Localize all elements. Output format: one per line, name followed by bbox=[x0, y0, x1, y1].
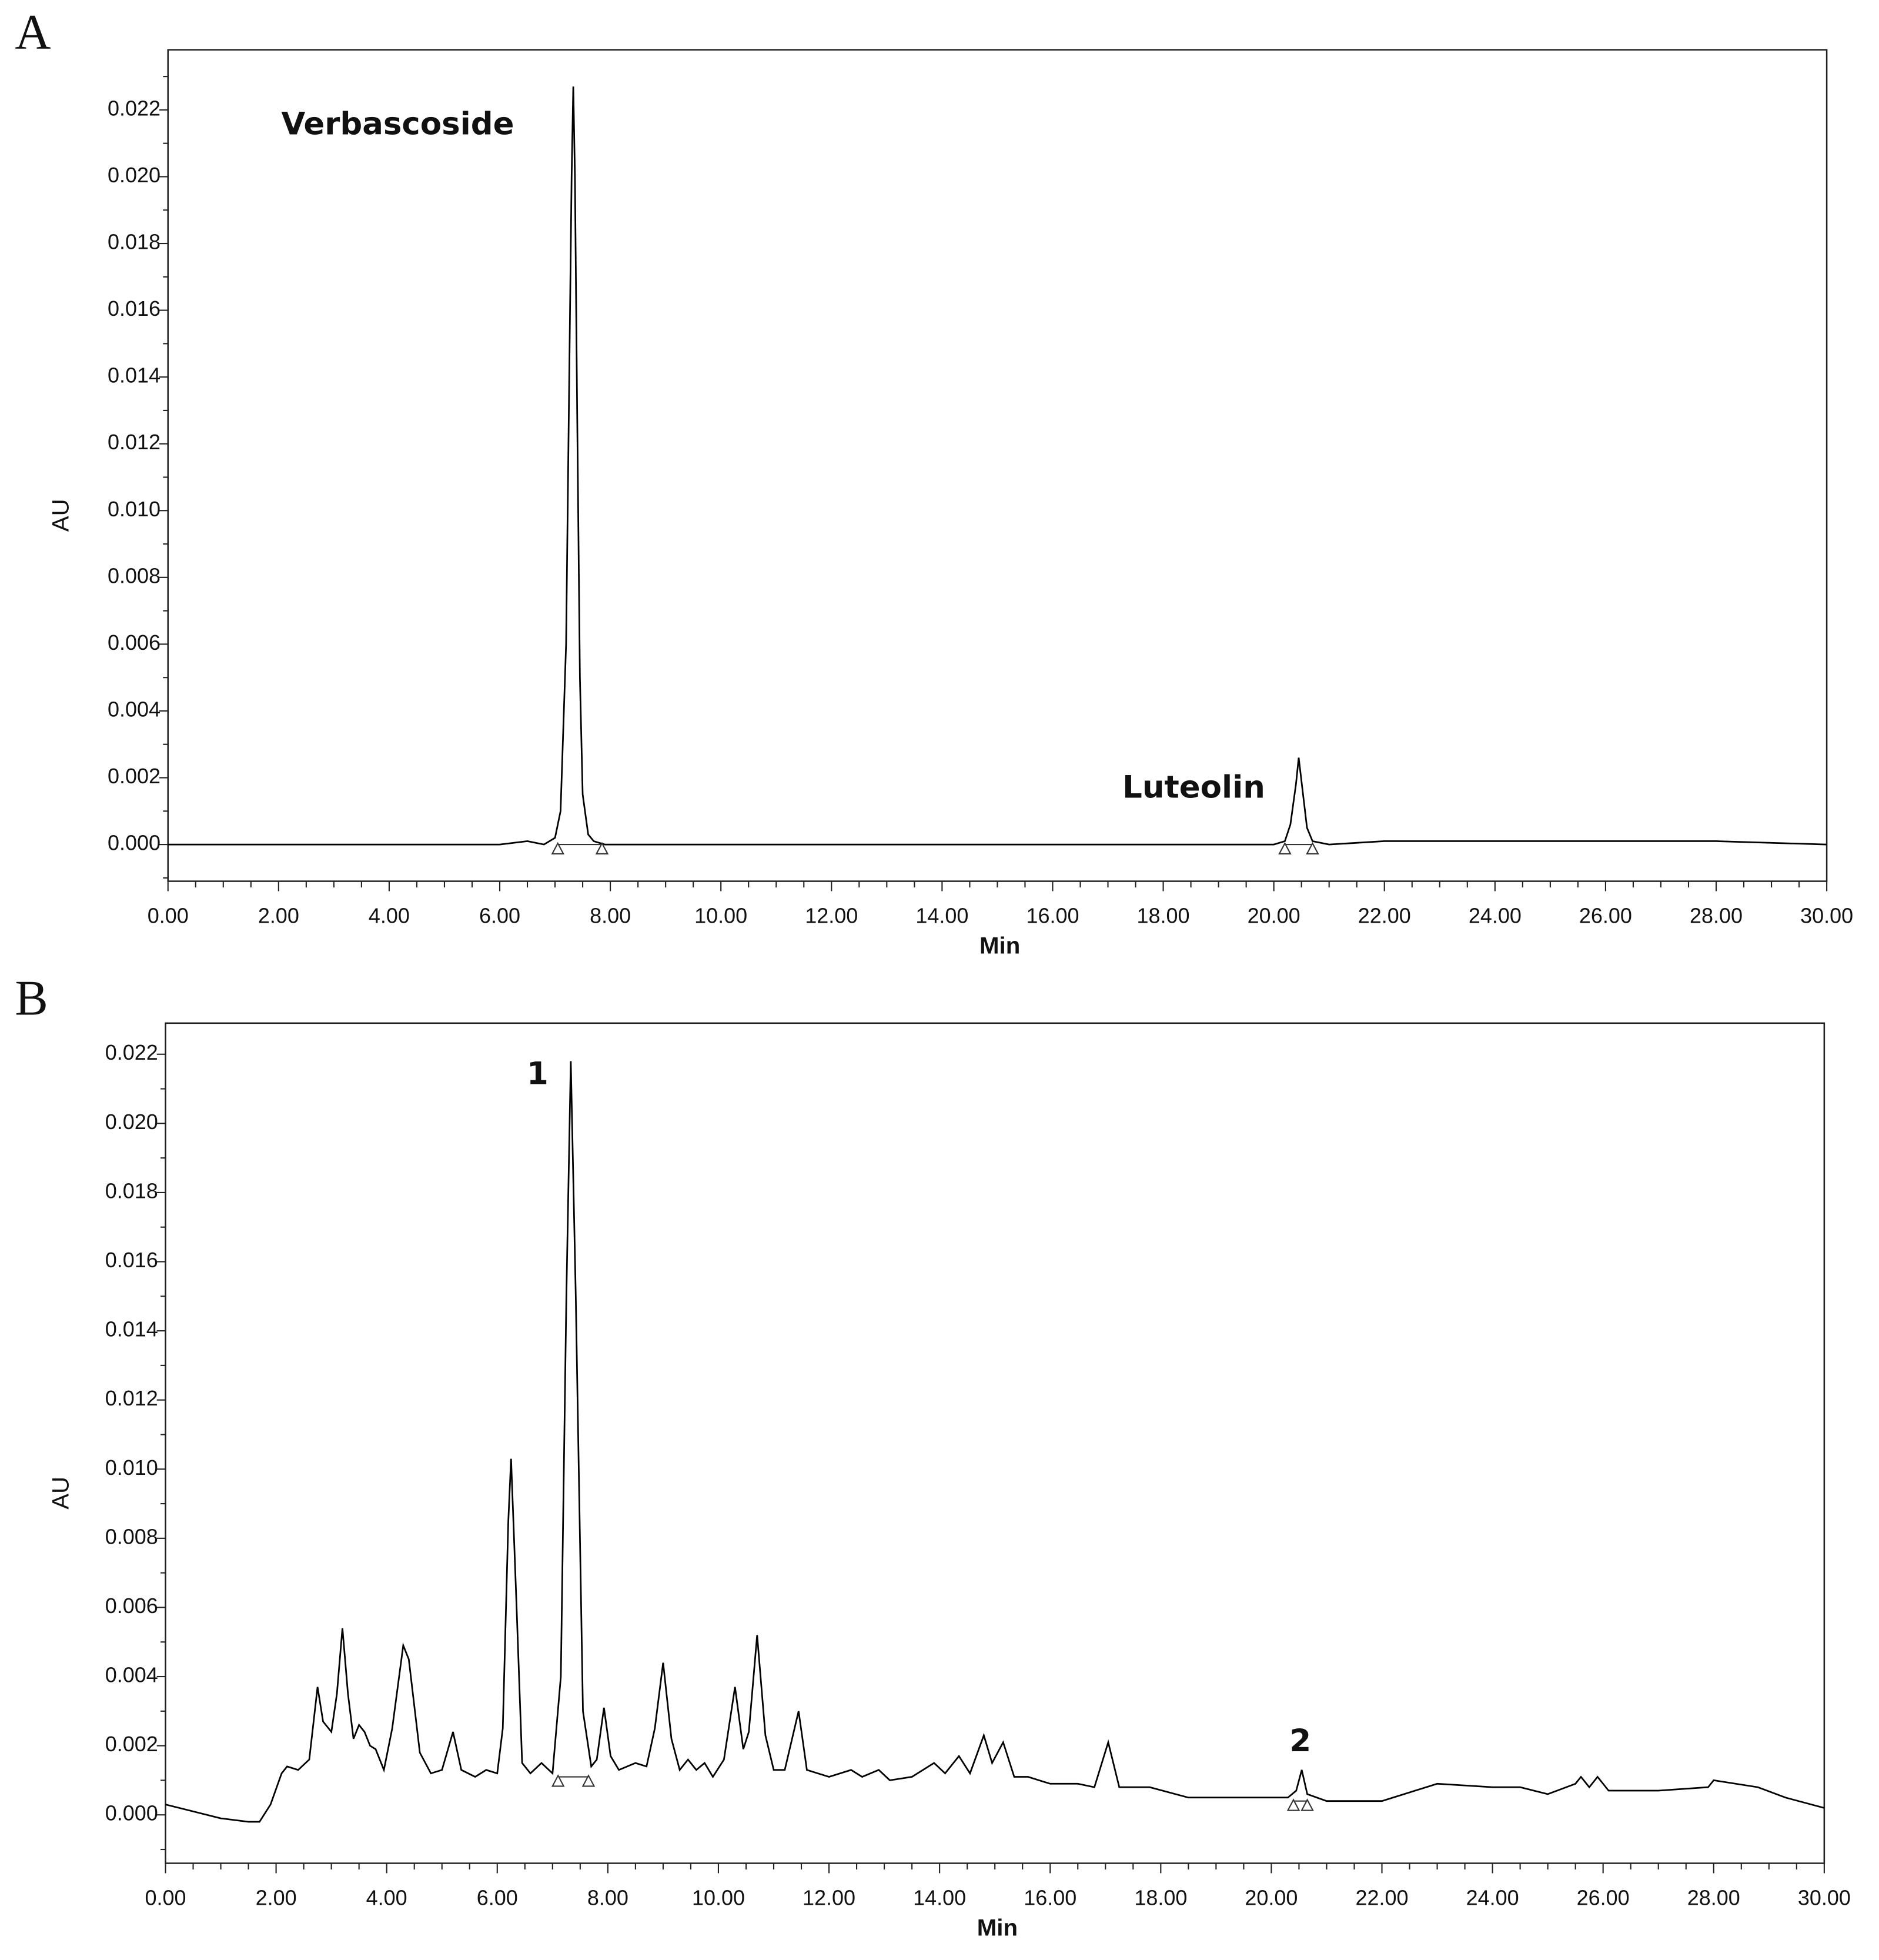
peak-limit-marker bbox=[1278, 842, 1292, 855]
peak-annotation: Luteolin bbox=[1122, 770, 1265, 806]
x-tick-label: 16.00 bbox=[1024, 1885, 1076, 1909]
y-tick-label: 0.006 bbox=[108, 630, 161, 655]
peak-annotation: 1 bbox=[527, 1056, 549, 1091]
x-tick-label: 0.00 bbox=[145, 1885, 186, 1909]
x-tick-label: 22.00 bbox=[1358, 903, 1411, 927]
x-tick-label: 24.00 bbox=[1466, 1885, 1519, 1909]
x-tick-label: 24.00 bbox=[1469, 903, 1522, 927]
peak-limit-marker bbox=[595, 842, 609, 855]
x-tick-label: 28.00 bbox=[1687, 1885, 1740, 1909]
chromatogram-line bbox=[168, 86, 1827, 846]
x-tick-label: 26.00 bbox=[1579, 903, 1632, 927]
x-tick-label: 0.00 bbox=[148, 903, 189, 927]
x-tick-label: 18.00 bbox=[1137, 903, 1190, 927]
y-tick-label: 0.004 bbox=[108, 697, 161, 721]
x-tick-label: 30.00 bbox=[1798, 1885, 1851, 1909]
x-tick-label: 30.00 bbox=[1800, 903, 1853, 927]
x-tick-label: 12.00 bbox=[803, 1885, 855, 1909]
y-tick-label: 0.022 bbox=[108, 96, 161, 120]
y-tick-label: 0.000 bbox=[105, 1801, 158, 1825]
peak-limit-marker bbox=[551, 1774, 565, 1787]
x-tick-label: 4.00 bbox=[369, 903, 410, 927]
peak-limit-marker bbox=[1300, 1798, 1314, 1811]
x-tick-label: 10.00 bbox=[694, 903, 747, 927]
y-tick-label: 0.006 bbox=[105, 1594, 158, 1618]
x-tick-label: 14.00 bbox=[913, 1885, 966, 1909]
y-tick-label: 0.022 bbox=[105, 1040, 158, 1064]
y-tick-label: 0.016 bbox=[105, 1248, 158, 1272]
plot-frame bbox=[167, 49, 1828, 882]
x-tick-label: 2.00 bbox=[258, 903, 299, 927]
x-tick-label: 6.00 bbox=[477, 1885, 518, 1909]
panel-label: A bbox=[15, 5, 51, 60]
x-tick-label: 8.00 bbox=[590, 903, 631, 927]
y-tick-label: 0.020 bbox=[105, 1110, 158, 1134]
peak-limit-marker bbox=[551, 842, 565, 855]
peak-limit-marker bbox=[581, 1774, 596, 1787]
y-tick-label: 0.008 bbox=[105, 1524, 158, 1548]
x-tick-label: 8.00 bbox=[587, 1885, 628, 1909]
x-tick-label: 4.00 bbox=[366, 1885, 407, 1909]
plot-frame bbox=[165, 1022, 1825, 1864]
y-tick-label: 0.016 bbox=[108, 296, 161, 320]
x-tick-label: 18.00 bbox=[1134, 1885, 1187, 1909]
y-tick-label: 0.014 bbox=[105, 1317, 158, 1341]
x-axis-label: Min bbox=[977, 1914, 1018, 1941]
y-tick-label: 0.010 bbox=[108, 497, 161, 521]
y-tick-label: 0.020 bbox=[108, 163, 161, 187]
x-tick-label: 28.00 bbox=[1690, 903, 1743, 927]
y-tick-label: 0.018 bbox=[105, 1178, 158, 1203]
x-tick-label: 12.00 bbox=[805, 903, 858, 927]
y-axis-label: AU bbox=[47, 1477, 73, 1510]
chromatogram-line bbox=[165, 1061, 1825, 1823]
y-tick-label: 0.012 bbox=[108, 430, 161, 454]
y-tick-label: 0.002 bbox=[105, 1732, 158, 1756]
y-tick-label: 0.002 bbox=[108, 764, 161, 788]
y-tick-label: 0.004 bbox=[105, 1663, 158, 1687]
x-tick-label: 10.00 bbox=[692, 1885, 745, 1909]
x-tick-label: 16.00 bbox=[1026, 903, 1079, 927]
y-tick-label: 0.012 bbox=[105, 1386, 158, 1410]
panel-label: B bbox=[15, 971, 48, 1026]
x-tick-label: 14.00 bbox=[915, 903, 968, 927]
y-tick-label: 0.010 bbox=[105, 1455, 158, 1480]
peak-annotation: Verbascoside bbox=[281, 106, 514, 142]
y-tick-label: 0.008 bbox=[108, 563, 161, 587]
x-tick-label: 22.00 bbox=[1355, 1885, 1408, 1909]
y-tick-label: 0.018 bbox=[108, 230, 161, 254]
y-axis-label: AU bbox=[47, 499, 73, 532]
x-tick-label: 6.00 bbox=[479, 903, 520, 927]
x-axis-label: Min bbox=[979, 932, 1020, 959]
x-tick-label: 20.00 bbox=[1245, 1885, 1298, 1909]
peak-annotation: 2 bbox=[1289, 1723, 1311, 1759]
x-tick-label: 20.00 bbox=[1248, 903, 1300, 927]
peak-limit-marker bbox=[1286, 1798, 1300, 1811]
peak-limit-marker bbox=[1306, 842, 1319, 855]
x-tick-label: 26.00 bbox=[1577, 1885, 1630, 1909]
y-tick-label: 0.000 bbox=[108, 831, 161, 855]
x-tick-label: 2.00 bbox=[256, 1885, 297, 1909]
y-tick-label: 0.014 bbox=[108, 363, 161, 388]
